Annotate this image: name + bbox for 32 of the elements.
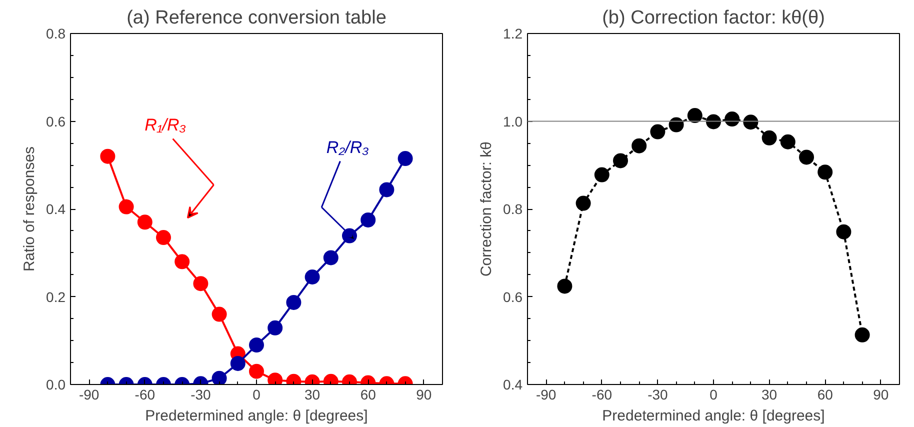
x-tick-label: 0 (252, 386, 261, 402)
x-tick-label: 0 (710, 386, 718, 402)
y-tick-label: 0.2 (46, 288, 66, 305)
x-axis-title: Predetermined angle: θ [degrees] (602, 408, 825, 424)
x-tick-label: 90 (873, 386, 889, 402)
y-tick-label: 0.6 (503, 288, 523, 305)
y-tick-label: 1.0 (503, 113, 523, 130)
y-tick-label: 0.4 (46, 201, 66, 217)
series-label: R₂/R₃ (326, 138, 370, 157)
x-tick-label: 30 (762, 386, 778, 402)
text: R₁/R₃ (144, 115, 186, 134)
x-axis-title: Predetermined angle: θ [degrees] (145, 408, 368, 424)
x-tick-label: 90 (416, 386, 432, 402)
y-tick-label: 0.4 (503, 376, 523, 392)
chart-title: (b) Correction factor: kθ(θ) (602, 8, 825, 28)
x-tick-label: -90 (78, 386, 100, 402)
x-tick-label: -30 (190, 386, 212, 402)
y-axis-title: Correction factor: kθ (478, 141, 496, 277)
x-tick-label: -60 (592, 386, 612, 402)
y-tick-label: 0.0 (46, 376, 66, 392)
y-tick-label: 0.8 (503, 201, 523, 217)
y-tick-label: 1.2 (503, 26, 523, 42)
x-tick-label: -90 (536, 386, 556, 402)
y-tick-label: 0.6 (46, 113, 66, 130)
chart-title: (a) Reference conversion table (126, 8, 386, 28)
y-tick-label: 0.8 (46, 26, 66, 42)
y-axis-title: Ratio of responses (21, 146, 38, 272)
x-tick-label: 60 (360, 386, 376, 402)
x-tick-label: 60 (817, 386, 834, 402)
x-tick-label: -30 (648, 386, 668, 402)
x-tick-label: 30 (304, 386, 320, 402)
x-tick-label: -60 (134, 386, 156, 402)
